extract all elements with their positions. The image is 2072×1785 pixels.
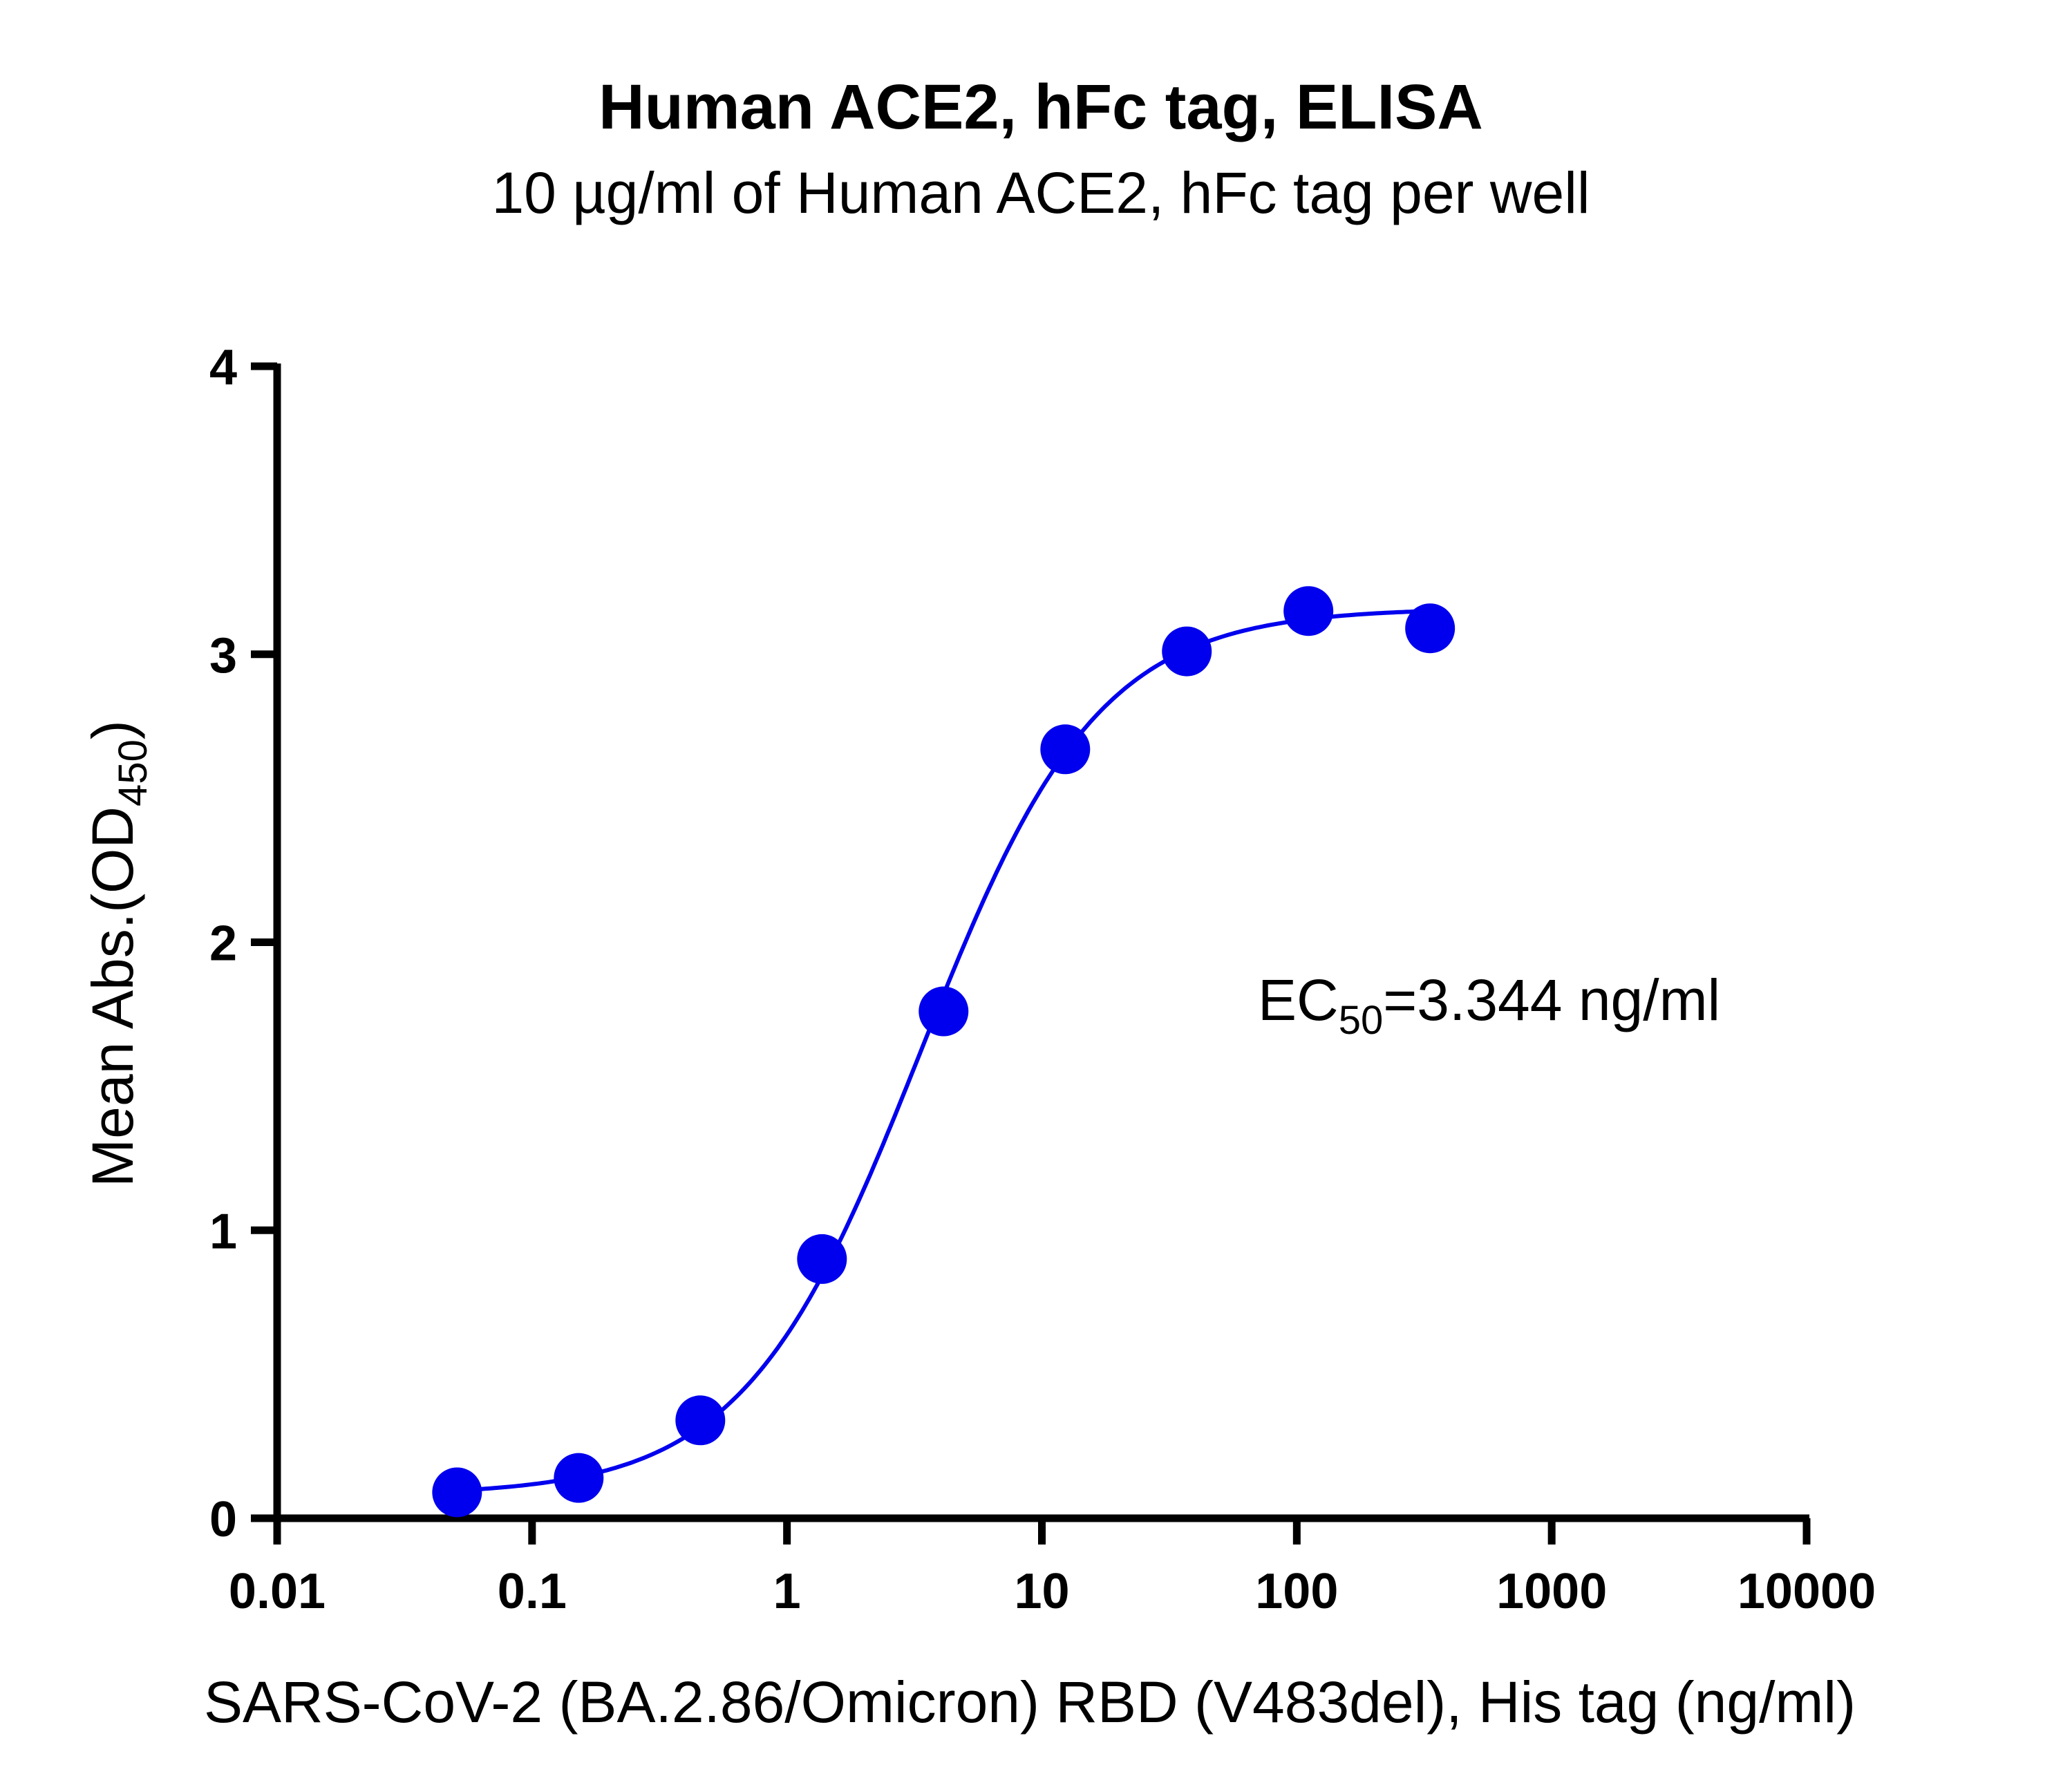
data-point: [1040, 724, 1091, 775]
x-tick-label: 1: [773, 1564, 801, 1619]
ec50-annotation: EC50=3.344 ng/ml: [1258, 967, 1720, 1043]
chart-title: Human ACE2, hFc tag, ELISA: [599, 72, 1483, 142]
data-point: [1283, 586, 1334, 636]
fit-curve: [457, 609, 1431, 1493]
data-point: [675, 1395, 726, 1446]
x-tick-label: 0.1: [498, 1564, 567, 1619]
x-tick-label: 100: [1255, 1564, 1338, 1619]
axes: [273, 363, 1809, 1522]
y-tick-label: 1: [209, 1204, 237, 1259]
ec50-suffix: =3.344 ng/ml: [1383, 967, 1720, 1032]
data-point: [919, 986, 969, 1037]
y-tick-label: 4: [209, 340, 237, 395]
x-tick-label: 10000: [1737, 1564, 1876, 1619]
data-point: [554, 1453, 604, 1503]
y-tick-label: 2: [209, 916, 237, 972]
x-axis-label: SARS-CoV-2 (BA.2.86/Omicron) RBD (V483de…: [204, 1670, 1856, 1735]
y-axis-label-close: ): [80, 720, 145, 739]
data-point: [1405, 603, 1456, 654]
y-tick-label: 0: [209, 1492, 237, 1547]
ticks: 0 1 2 3 4 0.01 0.1 1 10 100 1000 10000: [209, 340, 1876, 1619]
y-axis-label-main: Mean Abs.(OD: [80, 806, 145, 1187]
x-tick-label: 1000: [1496, 1564, 1607, 1619]
ec50-prefix: EC: [1258, 967, 1339, 1032]
data-point: [432, 1467, 482, 1518]
y-tick-label: 3: [209, 628, 237, 683]
data-point: [797, 1234, 847, 1284]
x-tick-label: 0.01: [229, 1564, 326, 1619]
data-points: [432, 586, 1456, 1518]
y-axis-label: Mean Abs.(OD450): [80, 720, 156, 1187]
y-axis-label-subscript: 450: [111, 739, 156, 806]
ec50-subscript: 50: [1339, 998, 1384, 1043]
x-tick-label: 10: [1014, 1564, 1069, 1619]
chart-subtitle: 10 µg/ml of Human ACE2, hFc tag per well: [491, 160, 1590, 225]
data-point: [1162, 626, 1212, 677]
